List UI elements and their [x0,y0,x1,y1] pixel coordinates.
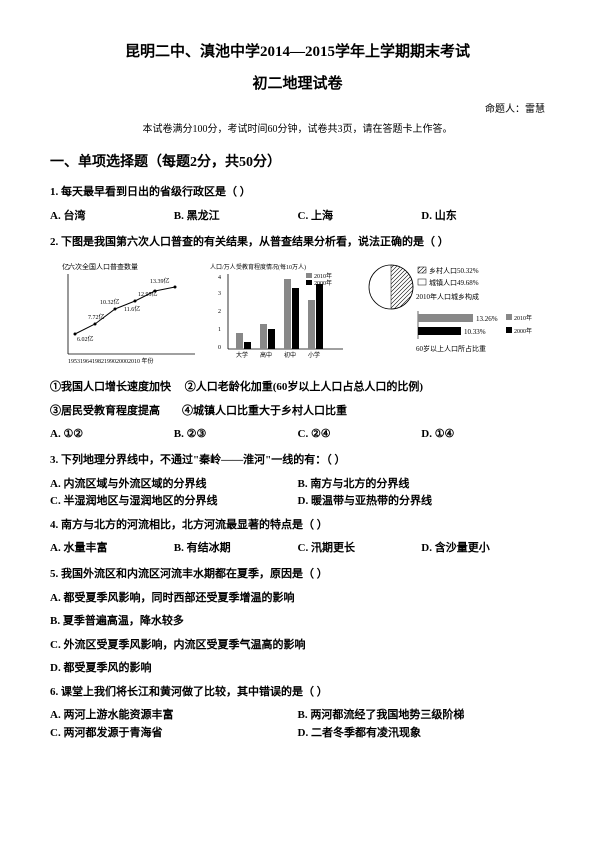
svg-text:高中: 高中 [260,351,272,359]
q1-opt-d: D. 山东 [421,208,545,226]
svg-text:60岁以上人口所占比重: 60岁以上人口所占比重 [416,344,486,353]
question-4-options: A. 水量丰富 B. 有结冰期 C. 汛期更长 D. 含沙量更小 [50,540,545,558]
exam-title-line2: 初二地理试卷 [50,72,545,96]
svg-text:2000年: 2000年 [314,279,332,287]
q2-opt-b: B. ②③ [174,426,298,444]
q6-opt-a: A. 两河上游水能资源丰富 [50,707,298,725]
q2-sub3: ③居民受教育程度提高 [50,405,160,417]
q2-sub1: ①我国人口增长速度加快 [50,381,171,393]
svg-text:乡村人口50.32%: 乡村人口50.32% [429,266,479,275]
svg-text:10.32亿: 10.32亿 [100,298,120,306]
q2-opt-a: A. ①② [50,426,174,444]
svg-text:小学: 小学 [308,351,320,359]
q5-opt-c: C. 外流区受夏季风影响，内流区受夏季气温高的影响 [50,637,545,655]
svg-text:10.33%: 10.33% [464,328,486,336]
question-6-options: A. 两河上游水能资源丰富 B. 两河都流经了我国地势三级阶梯 C. 两河都发源… [50,707,545,742]
line-chart-title: 六次全国人口普查数量 [68,262,138,271]
pie-and-ratio-chart: 乡村人口50.32% 城镇人口49.68% 2010年人口城乡构成 13.26%… [356,259,536,369]
q2-sub-row2: ③居民受教育程度提高 ④城镇人口比重大于乡村人口比重 [50,403,545,421]
author-line: 命题人：雷慧 [50,102,545,118]
q4-opt-b: B. 有结冰期 [174,540,298,558]
svg-text:2010年: 2010年 [514,314,532,322]
svg-text:2000年: 2000年 [514,327,532,335]
q2-opt-d: D. ①④ [421,426,545,444]
q6-opt-d: D. 二者冬季都有凌汛现象 [298,725,546,743]
question-1: 1. 每天最早看到日出的省级行政区是（ ） [50,184,545,202]
q3-opt-b: B. 南方与北方的分界线 [298,476,546,494]
exam-note: 本试卷满分100分，考试时间60分钟，试卷共3页，请在答题卡上作答。 [50,122,545,138]
q5-opt-d: D. 都受夏季风的影响 [50,660,545,678]
q1-opt-b: B. 黑龙江 [174,208,298,226]
q2-sub2: ②人口老龄化加重(60岁以上人口占总人口的比例) [185,381,423,393]
svg-text:4: 4 [218,275,221,281]
svg-text:195319641982199020002010 年份: 195319641982199020002010 年份 [68,357,154,365]
svg-text:受教育程度情况(每10万人): 受教育程度情况(每10万人) [236,263,306,271]
q6-opt-c: C. 两河都发源于青海省 [50,725,298,743]
question-4: 4. 南方与北方的河流相比，北方河流最显著的特点是（ ） [50,517,545,535]
q3-opt-a: A. 内流区域与外流区域的分界线 [50,476,298,494]
svg-text:人口/万人: 人口/万人 [210,264,236,271]
q4-opt-a: A. 水量丰富 [50,540,174,558]
svg-text:0: 0 [218,345,221,351]
q1-opt-a: A. 台湾 [50,208,174,226]
exam-title-line1: 昆明二中、滇池中学2014—2015学年上学期期末考试 [50,40,545,64]
svg-text:11.6亿: 11.6亿 [124,305,140,313]
q4-opt-d: D. 含沙量更小 [421,540,545,558]
q3-opt-c: C. 半湿润地区与湿润地区的分界线 [50,493,298,511]
question-3-options: A. 内流区域与外流区域的分界线 B. 南方与北方的分界线 C. 半湿润地区与湿… [50,476,545,511]
svg-text:2010年人口城乡构成: 2010年人口城乡构成 [416,292,479,301]
q1-opt-c: C. 上海 [298,208,422,226]
svg-text:6.02亿: 6.02亿 [77,335,94,343]
q2-sub4: ④城镇人口比重大于乡村人口比重 [182,405,347,417]
svg-text:7.72亿: 7.72亿 [88,313,105,321]
q5-opt-a: A. 都受夏季风影响，同时西部还受夏季增温的影响 [50,590,545,608]
question-6: 6. 课堂上我们将长江和黄河做了比较，其中错误的是（ ） [50,684,545,702]
svg-text:2: 2 [218,309,221,315]
svg-text:13.39亿: 13.39亿 [150,277,170,285]
question-5: 5. 我国外流区和内流区河流丰水期都在夏季，原因是（ ） [50,566,545,584]
section-heading: 一、单项选择题（每题2分，共50分） [50,152,545,174]
svg-text:3: 3 [218,291,221,297]
svg-text:城镇人口49.68%: 城镇人口49.68% [429,278,479,287]
svg-text:13.26%: 13.26% [476,315,498,323]
svg-text:12.95亿: 12.95亿 [138,290,158,298]
q5-opt-b: B. 夏季普遍高温，降水较多 [50,613,545,631]
charts-row: 亿 六次全国人口普查数量 6.02亿 7.72亿 10.32亿 12.95亿 1… [50,259,545,369]
education-bar-chart: 人口/万人 受教育程度情况(每10万人) 0 1 2 3 4 大学 高中 初中 … [208,259,348,369]
svg-text:初中: 初中 [284,351,296,359]
q3-opt-d: D. 暖温带与亚热带的分界线 [298,493,546,511]
svg-text:2010年: 2010年 [314,272,332,280]
q2-sub-row1: ①我国人口增长速度加快 ②人口老龄化加重(60岁以上人口占总人口的比例) [50,379,545,397]
q6-opt-b: B. 两河都流经了我国地势三级阶梯 [298,707,546,725]
q4-opt-c: C. 汛期更长 [298,540,422,558]
question-1-options: A. 台湾 B. 黑龙江 C. 上海 D. 山东 [50,208,545,226]
question-3: 3. 下列地理分界线中，不通过"秦岭——淮河"一线的有：（ ） [50,452,545,470]
population-line-chart: 亿 六次全国人口普查数量 6.02亿 7.72亿 10.32亿 12.95亿 1… [50,259,200,369]
svg-text:1: 1 [218,327,221,333]
question-2: 2. 下图是我国第六次人口普查的有关结果，从普查结果分析看，说法正确的是（ ） [50,234,545,252]
svg-text:大学: 大学 [236,351,248,359]
question-2-options: A. ①② B. ②③ C. ②④ D. ①④ [50,426,545,444]
q2-opt-c: C. ②④ [298,426,422,444]
